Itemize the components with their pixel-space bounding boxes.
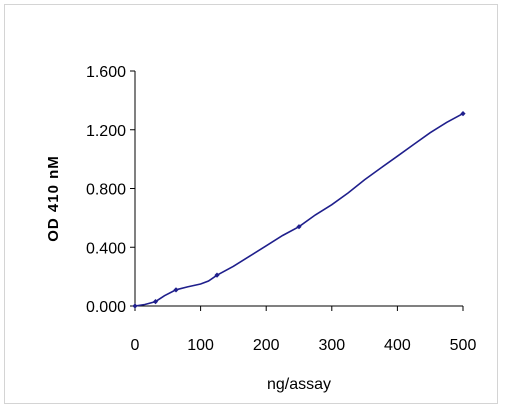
x-axis-ticks: 0 100 200 300 400 500 [131,306,477,354]
data-point-marker [132,303,138,309]
data-point-marker [460,110,466,117]
x-tick-label: 500 [450,337,477,354]
x-tick-label: 100 [187,337,214,354]
y-axis-ticks: 0.000 0.400 0.800 1.200 1.600 [86,64,135,316]
y-tick-label: 1.600 [86,64,126,81]
x-tick-label: 200 [253,337,280,354]
data-point-marker [173,287,179,293]
chart-frame [4,4,498,404]
y-tick-label: 0.000 [86,299,126,316]
x-axis-title: ng/assay [267,376,331,393]
x-tick-label: 400 [384,337,411,354]
data-point-marker [296,224,302,230]
x-tick-label: 0 [131,337,140,354]
data-point-marker [214,272,220,278]
data-point-marker [152,298,159,305]
series-line [134,112,464,307]
x-tick-label: 300 [318,337,345,354]
y-axis-title: OD 410 nM [45,155,62,242]
y-tick-label: 1.200 [86,123,126,140]
series-markers [132,110,466,309]
y-tick-label: 0.800 [86,182,126,199]
y-tick-label: 0.400 [86,240,126,257]
axes [134,71,463,307]
